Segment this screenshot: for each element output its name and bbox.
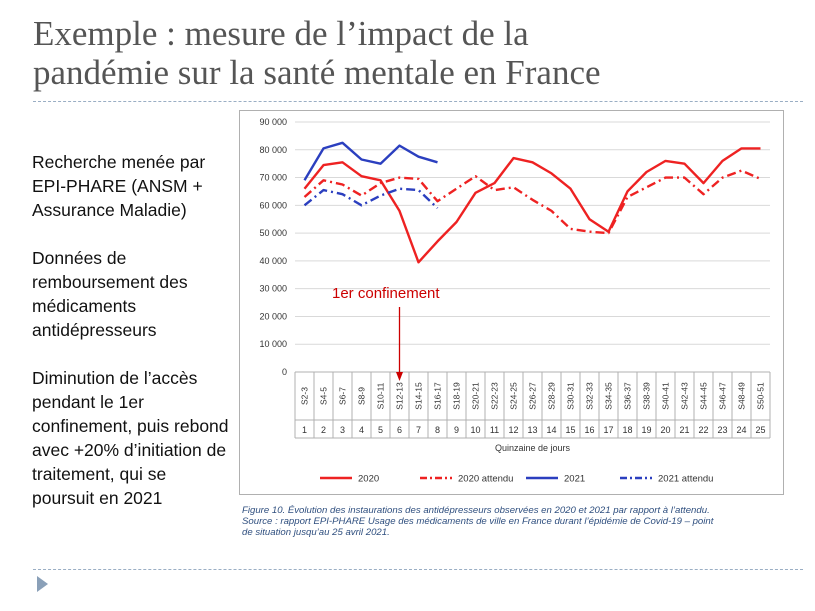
x-category-number: 6 <box>397 425 402 435</box>
x-tick-label: S50-51 <box>756 382 766 410</box>
x-category-number: 1 <box>302 425 307 435</box>
x-tick-label: S20-21 <box>471 382 481 410</box>
x-tick-label: S32-33 <box>585 382 595 410</box>
x-tick-label: S48-49 <box>737 382 747 410</box>
y-tick-label: 90 000 <box>259 117 287 127</box>
annotation-arrow-head <box>396 372 403 381</box>
x-tick-label: S22-23 <box>490 382 500 410</box>
annotation-label: 1er confinement <box>332 285 440 302</box>
x-axis-title: Quinzaine de jours <box>495 443 571 453</box>
x-category-number: 17 <box>603 425 613 435</box>
x-category-number: 8 <box>435 425 440 435</box>
x-tick-label: S18-19 <box>452 382 462 410</box>
series-line-2020-attendu <box>303 169 761 235</box>
x-category-number: 10 <box>470 425 480 435</box>
y-tick-label: 0 <box>282 367 287 377</box>
x-category-number: 3 <box>340 425 345 435</box>
x-tick-label: S44-45 <box>699 382 709 410</box>
x-tick-label: S28-29 <box>547 382 557 410</box>
bullet-findings: Diminution de l’accès pendant le 1er con… <box>32 368 229 508</box>
x-category-number: 13 <box>527 425 537 435</box>
figure-caption: Figure 10. Évolution des instaurations d… <box>242 505 797 538</box>
x-tick-label: S16-17 <box>433 382 443 410</box>
series-line-2020 <box>303 147 761 264</box>
legend-label: 2021 attendu <box>658 474 713 485</box>
x-tick-label: S40-41 <box>661 382 671 410</box>
x-tick-label: S8-9 <box>357 387 367 405</box>
y-tick-label: 80 000 <box>259 145 287 155</box>
x-tick-label: S12-13 <box>395 382 405 410</box>
x-category-number: 16 <box>584 425 594 435</box>
x-tick-label: S42-43 <box>680 382 690 410</box>
bullet-list: Recherche menée par EPI-PHARE (ANSM + As… <box>32 150 232 534</box>
x-category-number: 18 <box>622 425 632 435</box>
series-line-2021 <box>303 141 438 181</box>
legend-label: 2020 <box>358 474 379 485</box>
y-tick-label: 30 000 <box>259 284 287 294</box>
bullet-research: Recherche menée par EPI-PHARE (ANSM + As… <box>32 152 206 220</box>
chart-frame: 0 10 000 20 000 30 000 40 000 50 000 60 000 70 … <box>239 110 784 495</box>
antidepressant-chart: 0 10 000 20 000 30 000 40 000 50 000 60 000 70 … <box>259 117 771 485</box>
x-tick-label: S30-31 <box>566 382 576 410</box>
legend-label: 2021 <box>564 474 585 485</box>
caption-line-3: de situation jusqu’au 25 avril 2021. <box>242 527 390 538</box>
footer-divider <box>33 569 803 570</box>
x-category-number: 12 <box>508 425 518 435</box>
slide-title: Exemple : mesure de l’impact de la pandé… <box>33 14 803 92</box>
x-category-number: 23 <box>717 425 727 435</box>
x-category-number: 9 <box>454 425 459 435</box>
bullet-data-source: Données de remboursement des médicaments… <box>32 248 188 340</box>
x-tick-label: S36-37 <box>623 382 633 410</box>
x-category-number: 21 <box>679 425 689 435</box>
x-category-number: 5 <box>378 425 383 435</box>
x-tick-label: S34-35 <box>604 382 614 410</box>
next-slide-arrow-icon[interactable] <box>37 576 48 592</box>
x-category-number: 11 <box>490 425 499 435</box>
legend-label: 2020 attendu <box>458 474 513 485</box>
x-category-number: 22 <box>698 425 708 435</box>
x-tick-label: S14-15 <box>414 382 424 410</box>
x-tick-label: S10-11 <box>376 382 386 409</box>
y-tick-label: 70 000 <box>259 173 287 183</box>
x-tick-label: S4-5 <box>319 387 329 405</box>
x-tick-label: S46-47 <box>718 382 728 410</box>
caption-line-2: Source : rapport EPI-PHARE Usage des méd… <box>242 516 714 527</box>
slide-title-line-2: pandémie sur la santé mentale en France <box>33 53 601 92</box>
x-tick-label: S6-7 <box>338 387 348 405</box>
y-tick-label: 10 000 <box>259 339 287 349</box>
x-category-number: 25 <box>755 425 765 435</box>
x-category-number: 15 <box>565 425 575 435</box>
y-tick-label: 40 000 <box>259 256 287 266</box>
caption-line-1: Figure 10. Évolution des instaurations d… <box>242 505 710 516</box>
x-category-number: 4 <box>359 425 364 435</box>
x-tick-label: S38-39 <box>642 382 652 410</box>
x-category-number: 19 <box>641 425 651 435</box>
x-tick-label: S2-3 <box>300 387 310 405</box>
x-category-number: 2 <box>321 425 326 435</box>
y-tick-label: 60 000 <box>259 200 287 210</box>
title-divider <box>33 101 803 102</box>
x-category-number: 24 <box>736 425 746 435</box>
y-tick-label: 50 000 <box>259 228 287 238</box>
x-category-number: 7 <box>416 425 421 435</box>
x-tick-label: S24-25 <box>509 382 519 410</box>
x-category-number: 14 <box>546 425 556 435</box>
slide-title-line-1: Exemple : mesure de l’impact de la <box>33 14 529 53</box>
y-tick-label: 20 000 <box>259 311 287 321</box>
series-line-2021-attendu <box>303 187 439 209</box>
x-category-number: 20 <box>660 425 670 435</box>
x-tick-label: S26-27 <box>528 382 538 410</box>
